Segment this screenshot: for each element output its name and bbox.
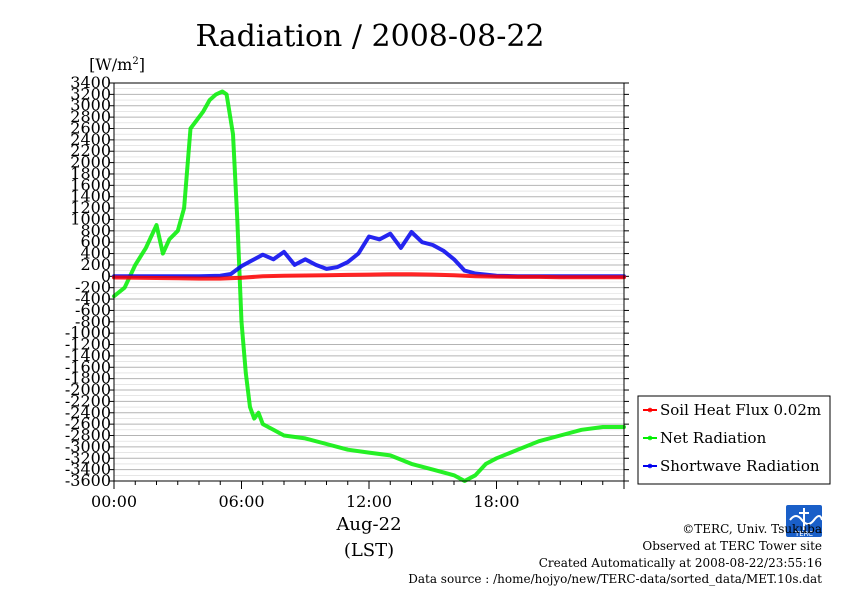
y-tick-label: 0 [101, 266, 111, 285]
x-axis-label: (LST) [344, 540, 394, 561]
grid-lines [114, 82, 624, 482]
y-tick-label: -800 [75, 312, 111, 331]
y-tick-label: 3000 [70, 96, 111, 115]
legend-marker [647, 435, 653, 441]
y-tick-label: -600 [75, 300, 111, 319]
y-tick-label: 1200 [70, 198, 111, 217]
x-axis-ticks: 00:00 06:00 12:00 18:00 [91, 481, 625, 511]
y-tick-label: -3600 [65, 471, 111, 490]
series-line-1 [112, 89, 626, 483]
logo-text: TERC [794, 530, 813, 538]
observed-text: Observed at TERC Tower site [642, 539, 822, 553]
y-tick-label: -1200 [65, 335, 111, 354]
y-tick-label: -1600 [65, 357, 111, 376]
created-text: Created Automatically at 2008-08-22/23:5… [539, 556, 822, 570]
y-tick-label: 2800 [70, 107, 111, 126]
chart-title: Radiation / 2008-08-22 [195, 19, 544, 54]
y-tick-label: -1800 [65, 369, 111, 388]
x-tick-label: 00:00 [91, 492, 137, 511]
y-tick-label: 1600 [70, 175, 111, 194]
source-text: Data source : /home/hojyo/new/TERC-data/… [408, 572, 822, 586]
legend-label: Net Radiation [660, 429, 767, 447]
y-tick-label: 2600 [70, 118, 111, 137]
y-tick-label: -3000 [65, 437, 111, 456]
y-tick-label: 800 [80, 221, 111, 240]
y-tick-label: 2000 [70, 153, 111, 172]
y-tick-label: 2400 [70, 130, 111, 149]
legend-box [637, 395, 831, 485]
legend-label: Shortwave Radiation [660, 457, 820, 475]
y-tick-label: -2400 [65, 403, 111, 422]
y-tick-label: -3200 [65, 448, 111, 467]
y-tick-label: 1800 [70, 164, 111, 183]
series-layer [112, 89, 626, 483]
y-tick-label: -2800 [65, 426, 111, 445]
y-tick-label: 3200 [70, 84, 111, 103]
y-tick-label: 3400 [70, 73, 111, 92]
y-tick-label: -3400 [65, 460, 111, 479]
y-tick-label: -1400 [65, 346, 111, 365]
y-tick-label: 600 [80, 232, 111, 251]
y-tick-label: -2200 [65, 391, 111, 410]
y-tick-label: -1000 [65, 323, 111, 342]
y-tick-label: 200 [80, 255, 111, 274]
x-tick-label: 18:00 [473, 492, 519, 511]
y-tick-label: 1000 [70, 209, 111, 228]
x-date-label: Aug-22 [335, 514, 401, 535]
y-tick-label: 2200 [70, 141, 111, 160]
y-tick-label: -200 [75, 278, 111, 297]
legend-marker [647, 463, 653, 469]
y-axis-ticks: 3400320030002800260024002200200018001600… [65, 73, 629, 490]
legend-label: Soil Heat Flux 0.02m [660, 401, 821, 419]
x-tick-label: 06:00 [218, 492, 264, 511]
y-tick-label: -2600 [65, 414, 111, 433]
legend: Soil Heat Flux 0.02m Net Radiation Shortwa… [637, 395, 831, 485]
plot-frame [113, 82, 625, 482]
y-tick-label: -2000 [65, 380, 111, 399]
x-tick-label: 12:00 [346, 492, 392, 511]
legend-marker [647, 407, 653, 413]
y-tick-label: 1400 [70, 187, 111, 206]
y-tick-label: 400 [80, 244, 111, 263]
series-line-0 [112, 272, 626, 281]
y-tick-label: -400 [75, 289, 111, 308]
terc-logo: TERC [786, 505, 823, 538]
copyright-text: ©TERC, Univ. Tsukuba [682, 522, 822, 536]
y-axis-unit: [W/m2] [89, 55, 145, 74]
series-line-2 [112, 230, 626, 279]
